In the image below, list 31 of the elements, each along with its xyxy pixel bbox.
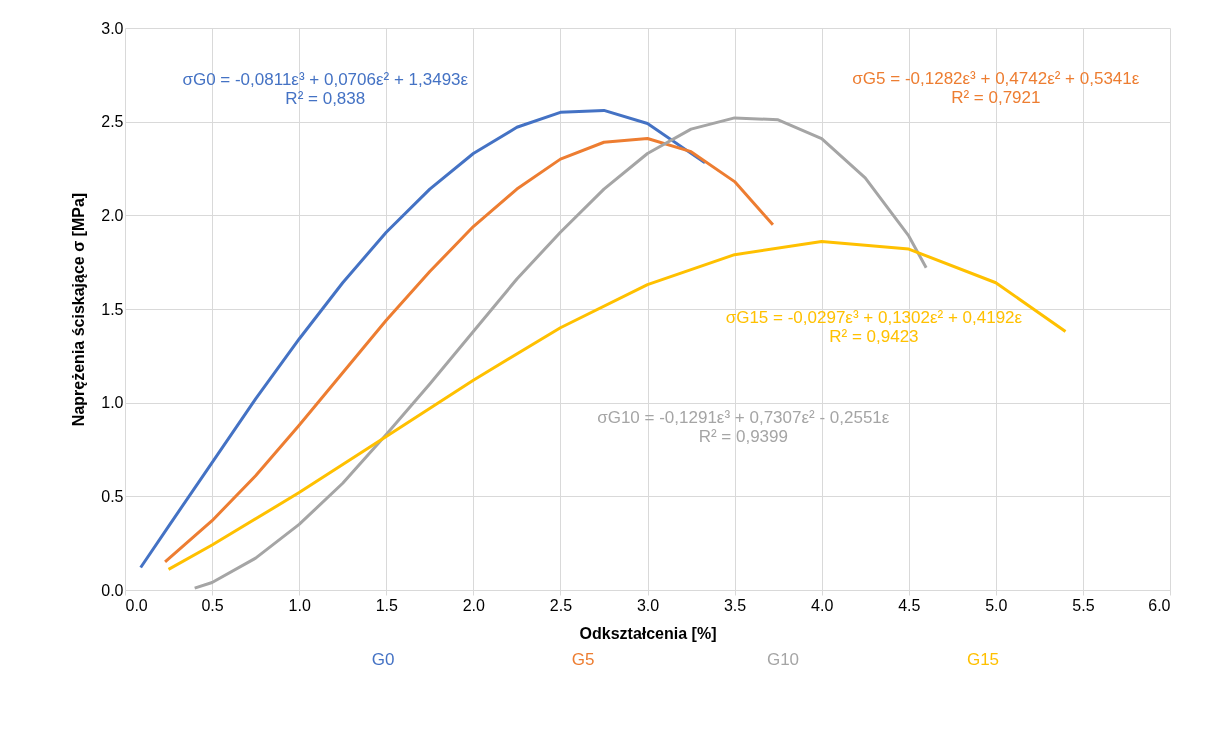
x-tick-label: 5.0 xyxy=(985,596,1008,614)
y-tick-label: 0.5 xyxy=(101,487,124,505)
line-series xyxy=(167,240,1067,571)
x-tick-label: 1.0 xyxy=(288,596,311,614)
annotation: σG0 = -0,0811ε³ + 0,0706ε² + 1,3493ε R² = 0,838 xyxy=(182,70,469,109)
x-tick-label: 2.0 xyxy=(462,596,486,614)
x-tick-label: 3.5 xyxy=(723,596,747,614)
text: G15 xyxy=(966,650,1000,669)
annotation: σG5 = -0,1282ε³ + 0,4742ε² + 0,5341ε R² = 0,7921 xyxy=(852,68,1140,107)
y-tick-label: 1.5 xyxy=(101,300,124,318)
y-tick-label: 0.0 xyxy=(101,581,124,599)
y-tick-label: 1.0 xyxy=(101,394,124,412)
annotation: σG15 = -0,0297ε³ + 0,1302ε² + 0,4192ε R² = 0,9423 xyxy=(725,308,1023,347)
y-axis-title: Naprężenia ściskające σ [MPa] xyxy=(70,192,88,427)
x-tick-label: 4.0 xyxy=(811,596,834,614)
x-tick-label: 1.5 xyxy=(375,596,398,614)
text: G5 xyxy=(571,650,595,669)
y-tick-label: 2.5 xyxy=(101,113,124,131)
x-tick-label: 0.5 xyxy=(201,596,224,614)
x-tick-label: 5.5 xyxy=(1072,596,1095,614)
x-tick-label: 6.0 xyxy=(1148,596,1171,614)
y-tick-label: 2.0 xyxy=(101,206,124,224)
text: G10 xyxy=(766,650,800,669)
x-tick-label: 2.5 xyxy=(549,596,573,614)
text: G0 xyxy=(371,650,395,669)
x-tick-label: 0.0 xyxy=(125,596,148,614)
x-axis-title: Odkształcenia [%] xyxy=(579,624,717,642)
x-tick-label: 4.5 xyxy=(898,596,921,614)
y-tick-label: 3.0 xyxy=(101,19,124,37)
x-tick-label: 3.0 xyxy=(636,596,660,614)
annotation: σG10 = -0,1291ε³ + 0,7307ε² - 0,2551ε R² = 0,9399 xyxy=(597,407,890,446)
